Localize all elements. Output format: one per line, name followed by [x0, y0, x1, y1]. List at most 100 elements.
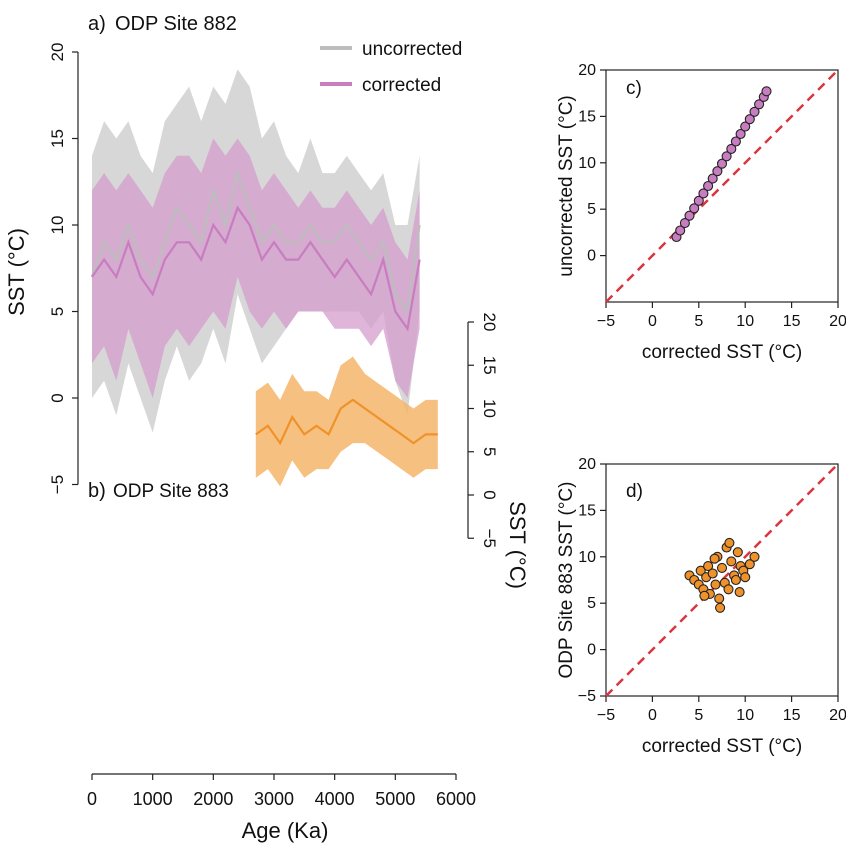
- scatter-point: [749, 551, 760, 562]
- line-uncorrected: [90, 169, 421, 315]
- scatter-point: [707, 568, 718, 579]
- scatter-point: [715, 602, 726, 613]
- scatter-point: [721, 151, 732, 162]
- y-tick-label: 10: [578, 549, 596, 566]
- x-tick-label: 15: [783, 313, 801, 330]
- age-x-tick-label: 0: [87, 789, 97, 809]
- a-y-tick-label: 10: [48, 216, 67, 235]
- b-y-tick-label: 10: [480, 399, 499, 418]
- b-bands: [255, 356, 438, 487]
- x-tick-label: 20: [829, 313, 846, 330]
- scatter-point: [754, 99, 765, 110]
- y-tick-label: 0: [587, 248, 596, 265]
- scatter-point: [730, 136, 741, 147]
- band-corrected: [92, 138, 420, 398]
- b-y-tick-label: 15: [480, 356, 499, 375]
- line-corrected: [91, 205, 421, 332]
- a-panel-label: a): [88, 13, 106, 35]
- c-x-axis-label: corrected SST (°C): [642, 342, 802, 363]
- a-y-axis: −5 0 5 10 15 20: [48, 43, 79, 494]
- b-title: ODP Site 883: [113, 481, 229, 502]
- y-tick-label: 0: [587, 642, 596, 659]
- scatter-point: [695, 565, 706, 576]
- x-tick-label: −5: [597, 313, 615, 330]
- a-y-tick-label: 20: [48, 43, 67, 62]
- scatter-point: [761, 86, 772, 97]
- scatter-point: [716, 562, 728, 573]
- x-tick-label: 5: [694, 707, 703, 724]
- b-lines: [255, 398, 438, 446]
- panel-d: −5 0 5 10 15 20 −5 0 5 10 15 20 d) corrected SST (°…: [556, 456, 846, 757]
- scatter-point: [734, 587, 745, 598]
- a-lines: [90, 169, 421, 332]
- a-title: ODP Site 882: [115, 13, 237, 35]
- d-ticks: −5 0 5 10 15 20 −5 0 5 10 15 20: [578, 456, 846, 724]
- d-points: [605, 463, 839, 697]
- age-x-axis-label: Age (Ka): [242, 818, 329, 843]
- y-tick-label: 20: [578, 456, 596, 473]
- y-tick-label: 5: [587, 595, 596, 612]
- scatter-point: [689, 203, 700, 214]
- age-x-axis: 0 1000 2000 3000 4000 5000 6000: [87, 773, 476, 809]
- scatter-point: [716, 158, 728, 169]
- scatter-point: [740, 572, 751, 583]
- legend: uncorrected corrected: [320, 39, 462, 96]
- x-tick-label: 5: [694, 313, 703, 330]
- a-bands: [92, 69, 420, 433]
- panel-b: −5 0 5 10 15 20 SST (°C) b) ODP Site 883: [88, 313, 530, 589]
- x-tick-label: −5: [597, 707, 615, 724]
- scatter-point: [693, 195, 704, 206]
- b-y-tick-label: 20: [480, 313, 499, 332]
- scatter-point: [740, 121, 751, 132]
- one-to-one-line: [605, 69, 839, 303]
- scatter-point: [726, 556, 737, 567]
- c-ticks: −5 0 5 10 15 20 0 5 10 15 20: [578, 62, 846, 330]
- x-tick-label: 0: [648, 707, 657, 724]
- d-y-axis-label: ODP Site 883 SST (°C): [556, 482, 577, 679]
- scatter-point: [749, 106, 760, 117]
- scatter-point: [735, 128, 746, 140]
- age-x-tick-label: 3000: [254, 789, 294, 809]
- scatter-point: [710, 579, 721, 590]
- scatter-point: [730, 574, 741, 586]
- c-panel-label: c): [626, 78, 642, 99]
- x-tick-label: 20: [829, 707, 846, 724]
- scatter-point: [724, 537, 735, 548]
- age-x-tick-label: 2000: [193, 789, 233, 809]
- y-tick-label: 15: [578, 502, 596, 519]
- scatter-point: [699, 590, 710, 601]
- a-y-tick-label: −5: [48, 475, 67, 494]
- line-odp-site-883: [255, 398, 438, 446]
- scatter-point: [723, 584, 734, 595]
- scatter-point: [707, 173, 718, 184]
- scatter-point: [744, 559, 755, 570]
- panel-a: −5 0 5 10 15 20 SST (°C) a) ODP Site 882 unco…: [4, 13, 462, 494]
- x-tick-label: 10: [736, 313, 754, 330]
- y-tick-label: 5: [587, 201, 596, 218]
- one-to-one-line: [605, 463, 839, 697]
- a-y-tick-label: 5: [48, 307, 67, 316]
- b-y-axis-label: SST (°C): [505, 501, 530, 589]
- d-plot-frame: [605, 463, 839, 697]
- scatter-point: [709, 553, 720, 564]
- age-x-tick-label: 5000: [375, 789, 415, 809]
- y-tick-label: 20: [578, 62, 596, 79]
- y-tick-label: −5: [578, 688, 596, 705]
- scatter-point: [744, 114, 755, 125]
- y-tick-label: 15: [578, 108, 596, 125]
- scatter-point: [675, 225, 686, 236]
- a-y-axis-label: SST (°C): [4, 228, 29, 316]
- panel-c: −5 0 5 10 15 20 0 5 10 15 20 c) corrected SST (°C)…: [556, 62, 846, 363]
- scatter-point: [732, 547, 743, 558]
- b-y-axis: −5 0 5 10 15 20: [467, 313, 499, 548]
- scatter-point: [703, 561, 714, 572]
- legend-label-uncorrected: uncorrected: [362, 39, 462, 60]
- d-x-axis-label: corrected SST (°C): [642, 736, 802, 757]
- d-panel-label: d): [626, 481, 643, 502]
- b-y-tick-label: 5: [480, 447, 499, 456]
- c-plot-frame: [605, 69, 839, 303]
- age-x-tick-label: 6000: [436, 789, 476, 809]
- scatter-point: [714, 593, 725, 604]
- scatter-point: [698, 188, 709, 199]
- scatter-point: [703, 180, 714, 192]
